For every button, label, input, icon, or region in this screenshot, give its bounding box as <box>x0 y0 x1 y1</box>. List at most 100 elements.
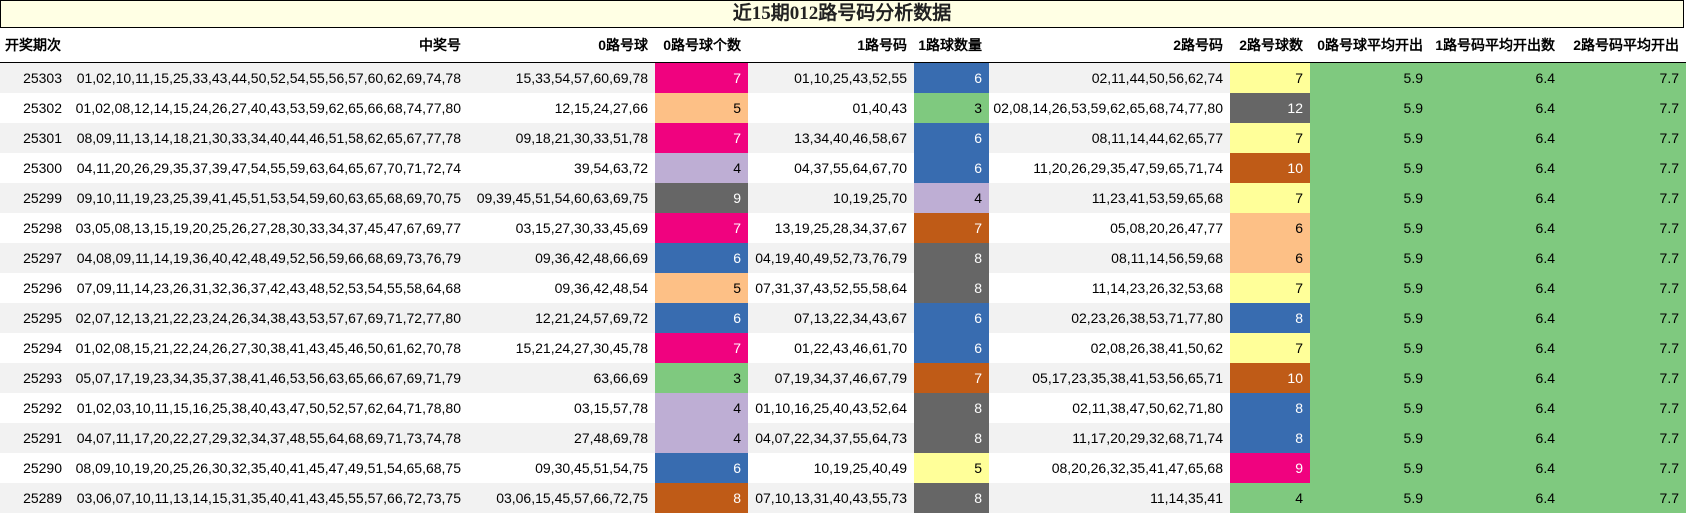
route0-avg-cell: 5.9 <box>1310 183 1430 213</box>
sheet-title: 近15期012路号码分析数据 <box>0 0 1684 28</box>
route2-balls-cell: 02,11,38,47,50,62,71,80 <box>989 393 1230 423</box>
route1-count-cell: 8 <box>914 483 989 513</box>
route0-count-cell: 7 <box>655 123 748 153</box>
header-route1-balls: 1路号码 <box>748 28 914 63</box>
winning-numbers-cell: 02,07,12,13,21,22,23,24,26,34,38,43,53,5… <box>69 303 468 333</box>
route1-avg-cell: 6.4 <box>1430 213 1562 243</box>
route0-count-cell: 6 <box>655 303 748 333</box>
winning-numbers-cell: 07,09,11,14,23,26,31,32,36,37,42,43,48,5… <box>69 273 468 303</box>
route0-avg-cell: 5.9 <box>1310 423 1430 453</box>
winning-numbers-cell: 03,06,07,10,11,13,14,15,31,35,40,41,43,4… <box>69 483 468 513</box>
table-row: 25293 05,07,17,19,23,34,35,37,38,41,46,53… <box>0 363 1686 393</box>
route1-avg-cell: 6.4 <box>1430 303 1562 333</box>
header-route0-avg: 0路号球平均开出 <box>1310 28 1430 63</box>
route2-avg-cell: 7.7 <box>1562 363 1686 393</box>
header-route1-avg: 1路号码平均开出数 <box>1430 28 1562 63</box>
route2-balls-cell: 08,11,14,44,62,65,77 <box>989 123 1230 153</box>
route0-balls-cell: 63,66,69 <box>468 363 655 393</box>
route1-balls-cell: 07,13,22,34,43,67 <box>748 303 914 333</box>
route2-avg-cell: 7.7 <box>1562 393 1686 423</box>
route0-avg-cell: 5.9 <box>1310 393 1430 423</box>
route1-balls-cell: 04,37,55,64,67,70 <box>748 153 914 183</box>
route0-balls-cell: 09,36,42,48,66,69 <box>468 243 655 273</box>
route2-avg-cell: 7.7 <box>1562 213 1686 243</box>
route1-balls-cell: 01,10,16,25,40,43,52,64 <box>748 393 914 423</box>
route2-avg-cell: 7.7 <box>1562 183 1686 213</box>
header-row: 开奖期次 中奖号 0路号球 0路号球个数 1路号码 1路球数量 2路号码 2路号… <box>0 28 1686 63</box>
period-cell: 25291 <box>0 423 69 453</box>
period-cell: 25303 <box>0 62 69 93</box>
route1-count-cell: 4 <box>914 183 989 213</box>
period-cell: 25289 <box>0 483 69 513</box>
route2-count-cell: 10 <box>1230 153 1310 183</box>
route1-avg-cell: 6.4 <box>1430 423 1562 453</box>
route1-balls-cell: 07,19,34,37,46,67,79 <box>748 363 914 393</box>
header-numbers: 中奖号 <box>69 28 468 63</box>
header-route2-balls: 2路号码 <box>989 28 1230 63</box>
route1-balls-cell: 01,10,25,43,52,55 <box>748 62 914 93</box>
route1-count-cell: 6 <box>914 333 989 363</box>
route2-count-cell: 7 <box>1230 62 1310 93</box>
route2-count-cell: 7 <box>1230 333 1310 363</box>
route0-avg-cell: 5.9 <box>1310 273 1430 303</box>
winning-numbers-cell: 09,10,11,19,23,25,39,41,45,51,53,54,59,6… <box>69 183 468 213</box>
route1-count-cell: 8 <box>914 393 989 423</box>
route2-balls-cell: 05,08,20,26,47,77 <box>989 213 1230 243</box>
header-period: 开奖期次 <box>0 28 69 63</box>
route0-count-cell: 9 <box>655 183 748 213</box>
header-route2-avg: 2路号码平均开出 <box>1562 28 1686 63</box>
period-cell: 25302 <box>0 93 69 123</box>
route0-balls-cell: 03,06,15,45,57,66,72,75 <box>468 483 655 513</box>
route1-balls-cell: 07,10,13,31,40,43,55,73 <box>748 483 914 513</box>
table-row: 25290 08,09,10,19,20,25,26,30,32,35,40,41… <box>0 453 1686 483</box>
route0-count-cell: 5 <box>655 273 748 303</box>
route1-avg-cell: 6.4 <box>1430 273 1562 303</box>
route2-avg-cell: 7.7 <box>1562 303 1686 333</box>
route0-balls-cell: 09,36,42,48,54 <box>468 273 655 303</box>
table-row: 25289 03,06,07,10,11,13,14,15,31,35,40,41… <box>0 483 1686 513</box>
period-cell: 25292 <box>0 393 69 423</box>
header-route2-count: 2路号球数 <box>1230 28 1310 63</box>
analysis-table: 开奖期次 中奖号 0路号球 0路号球个数 1路号码 1路球数量 2路号码 2路号… <box>0 28 1686 513</box>
period-cell: 25293 <box>0 363 69 393</box>
route1-count-cell: 6 <box>914 303 989 333</box>
route0-balls-cell: 03,15,57,78 <box>468 393 655 423</box>
route2-avg-cell: 7.7 <box>1562 483 1686 513</box>
route0-balls-cell: 09,18,21,30,33,51,78 <box>468 123 655 153</box>
route0-avg-cell: 5.9 <box>1310 213 1430 243</box>
route0-balls-cell: 27,48,69,78 <box>468 423 655 453</box>
route1-balls-cell: 04,19,40,49,52,73,76,79 <box>748 243 914 273</box>
route1-avg-cell: 6.4 <box>1430 243 1562 273</box>
route2-count-cell: 6 <box>1230 213 1310 243</box>
route2-count-cell: 9 <box>1230 453 1310 483</box>
table-row: 25302 01,02,08,12,14,15,24,26,27,40,43,53… <box>0 93 1686 123</box>
route2-balls-cell: 11,14,23,26,32,53,68 <box>989 273 1230 303</box>
route0-balls-cell: 09,39,45,51,54,60,63,69,75 <box>468 183 655 213</box>
winning-numbers-cell: 01,02,03,10,11,15,16,25,38,40,43,47,50,5… <box>69 393 468 423</box>
route1-balls-cell: 07,31,37,43,52,55,58,64 <box>748 273 914 303</box>
route2-balls-cell: 11,23,41,53,59,65,68 <box>989 183 1230 213</box>
route2-balls-cell: 08,20,26,32,35,41,47,65,68 <box>989 453 1230 483</box>
route1-balls-cell: 10,19,25,70 <box>748 183 914 213</box>
route0-avg-cell: 5.9 <box>1310 153 1430 183</box>
route2-balls-cell: 11,20,26,29,35,47,59,65,71,74 <box>989 153 1230 183</box>
winning-numbers-cell: 04,11,20,26,29,35,37,39,47,54,55,59,63,6… <box>69 153 468 183</box>
route1-count-cell: 8 <box>914 273 989 303</box>
route1-avg-cell: 6.4 <box>1430 123 1562 153</box>
route0-avg-cell: 5.9 <box>1310 363 1430 393</box>
table-row: 25295 02,07,12,13,21,22,23,24,26,34,38,43… <box>0 303 1686 333</box>
table-row: 25294 01,02,08,15,21,22,24,26,27,30,38,41… <box>0 333 1686 363</box>
route2-count-cell: 10 <box>1230 363 1310 393</box>
route0-count-cell: 7 <box>655 213 748 243</box>
route2-balls-cell: 02,08,26,38,41,50,62 <box>989 333 1230 363</box>
route1-balls-cell: 01,22,43,46,61,70 <box>748 333 914 363</box>
table-row: 25303 01,02,10,11,15,25,33,43,44,50,52,54… <box>0 62 1686 93</box>
route0-balls-cell: 12,21,24,57,69,72 <box>468 303 655 333</box>
route2-count-cell: 8 <box>1230 303 1310 333</box>
table-row: 25297 04,08,09,11,14,19,36,40,42,48,49,52… <box>0 243 1686 273</box>
route0-count-cell: 4 <box>655 393 748 423</box>
route0-count-cell: 4 <box>655 423 748 453</box>
route0-count-cell: 5 <box>655 93 748 123</box>
route1-balls-cell: 10,19,25,40,49 <box>748 453 914 483</box>
route2-avg-cell: 7.7 <box>1562 273 1686 303</box>
